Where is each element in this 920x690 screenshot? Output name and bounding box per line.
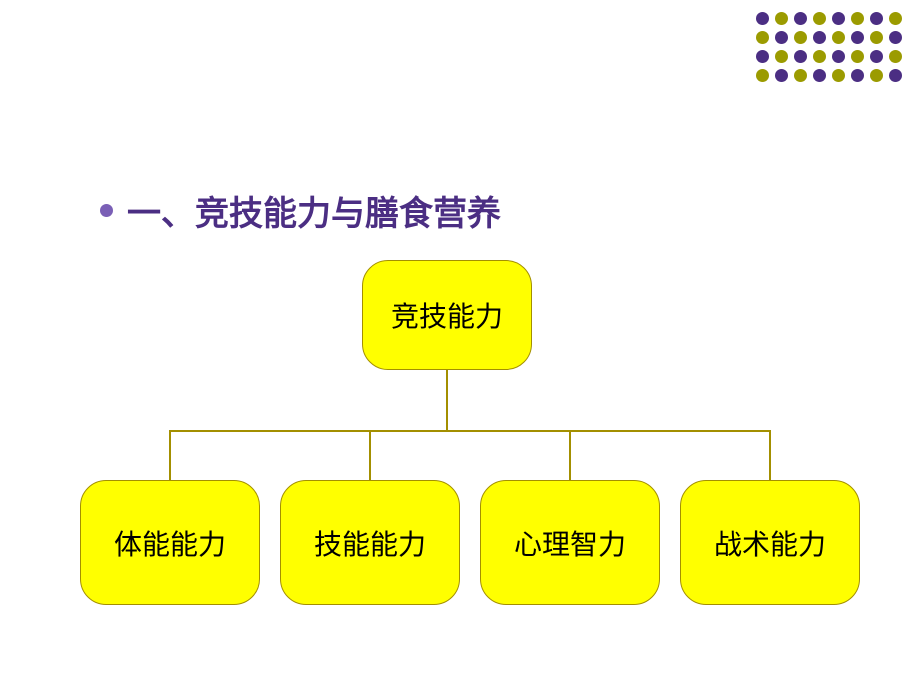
decoration-dot-icon: [813, 50, 826, 63]
corner-decoration: [756, 12, 902, 88]
decoration-dot-icon: [832, 31, 845, 44]
connector-trunk: [446, 370, 448, 430]
connector-horizontal: [170, 430, 770, 432]
decoration-dot-icon: [851, 69, 864, 82]
decoration-dot-icon: [775, 69, 788, 82]
chart-root-node: 竞技能力: [362, 260, 532, 370]
decoration-dot-icon: [851, 31, 864, 44]
decoration-dot-icon: [832, 69, 845, 82]
decoration-dot-icon: [794, 69, 807, 82]
decoration-dot-icon: [794, 50, 807, 63]
decoration-dot-icon: [775, 50, 788, 63]
decoration-dot-icon: [756, 12, 769, 25]
decoration-dot-icon: [889, 69, 902, 82]
decoration-dot-icon: [851, 12, 864, 25]
decoration-dot-icon: [889, 31, 902, 44]
connector-drop-2: [569, 430, 571, 480]
connector-drop-3: [769, 430, 771, 480]
decoration-dot-icon: [870, 12, 883, 25]
chart-child-node-0: 体能能力: [80, 480, 260, 605]
decoration-dot-icon: [756, 31, 769, 44]
decoration-dot-icon: [832, 50, 845, 63]
decoration-dot-icon: [756, 50, 769, 63]
org-chart: 竞技能力体能能力技能能力心理智力战术能力: [0, 240, 920, 650]
slide-title-row: 一、竞技能力与膳食营养: [100, 186, 501, 235]
slide-title: 一、竞技能力与膳食营养: [127, 186, 501, 235]
decoration-dot-icon: [832, 12, 845, 25]
decoration-dot-icon: [794, 31, 807, 44]
decoration-dot-icon: [870, 69, 883, 82]
chart-child-node-3: 战术能力: [680, 480, 860, 605]
decoration-dot-icon: [889, 50, 902, 63]
decoration-dot-icon: [813, 31, 826, 44]
decoration-dot-icon: [889, 12, 902, 25]
title-bullet-icon: [100, 204, 113, 217]
decoration-dot-icon: [813, 12, 826, 25]
decoration-dot-icon: [870, 50, 883, 63]
decoration-dot-icon: [756, 69, 769, 82]
chart-child-node-1: 技能能力: [280, 480, 460, 605]
decoration-dot-icon: [813, 69, 826, 82]
decoration-dot-icon: [775, 31, 788, 44]
decoration-dot-icon: [851, 50, 864, 63]
decoration-dot-icon: [775, 12, 788, 25]
connector-drop-1: [369, 430, 371, 480]
decoration-dot-icon: [794, 12, 807, 25]
connector-drop-0: [169, 430, 171, 480]
decoration-dot-icon: [870, 31, 883, 44]
chart-child-node-2: 心理智力: [480, 480, 660, 605]
